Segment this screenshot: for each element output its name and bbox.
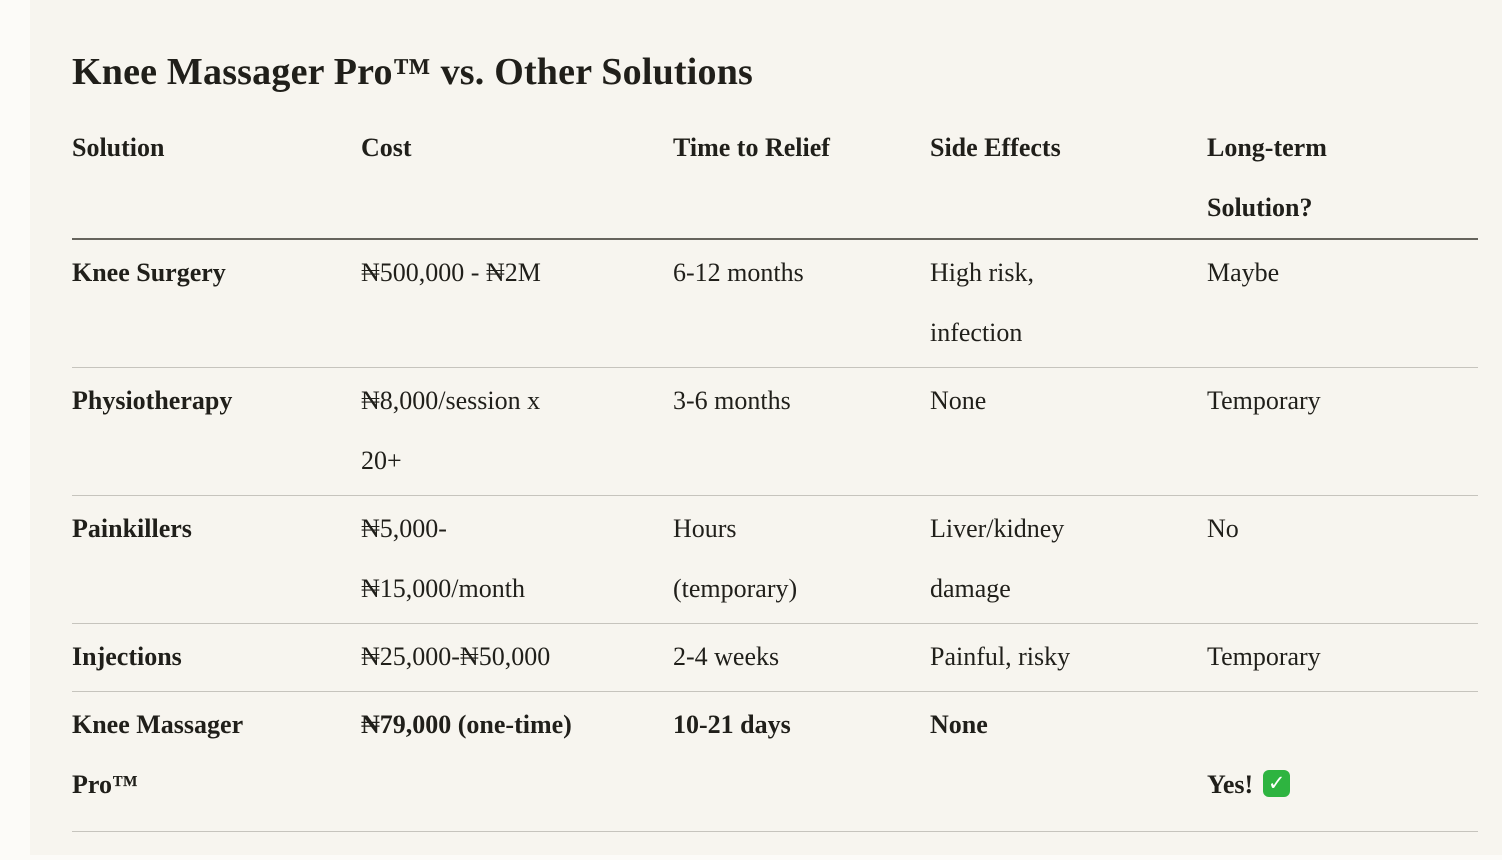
column-header-time: Time to Relief [673,118,930,240]
column-header-side-effects: Side Effects [930,118,1207,240]
cell-time: 10-21 days [673,691,930,832]
column-header-solution: Solution [72,118,361,240]
long-term-yes: Yes! [1207,770,1291,799]
table-row-knee-surgery: Knee Surgery ₦500,000 - ₦2M 6-12 months … [72,239,1478,368]
check-mark-icon [1263,770,1291,797]
page-title: Knee Massager Pro™ vs. Other Solutions [72,51,754,93]
cell-time: Hours (temporary) [673,495,930,624]
comparison-table: Solution Cost Time to Relief Side Effect… [72,118,1478,832]
yes-label: Yes! [1207,770,1254,799]
page-background: Knee Massager Pro™ vs. Other Solutions S… [30,0,1502,855]
table-row-injections: Injections ₦25,000-₦50,000 2-4 weeks Pai… [72,623,1478,692]
cell-long-term: Yes! [1207,691,1478,832]
header-row: Solution Cost Time to Relief Side Effect… [72,118,1478,240]
cell-cost: ₦8,000/session x 20+ [361,367,673,496]
cell-time: 2-4 weeks [673,623,930,692]
column-header-long-term: Long-term Solution? [1207,118,1478,240]
cell-solution: Physiotherapy [72,367,361,496]
cell-long-term: Temporary [1207,623,1478,692]
table-row-physiotherapy: Physiotherapy ₦8,000/session x 20+ 3-6 m… [72,367,1478,496]
cell-long-term: Temporary [1207,367,1478,496]
content-area: Knee Massager Pro™ vs. Other Solutions S… [30,0,1502,832]
cell-side-effects: None [930,367,1207,496]
cell-side-effects: None [930,691,1207,832]
column-header-cost: Cost [361,118,673,240]
cell-cost: ₦25,000-₦50,000 [361,623,673,692]
cell-cost: ₦5,000- ₦15,000/month [361,495,673,624]
cell-time: 3-6 months [673,367,930,496]
cell-long-term: No [1207,495,1478,624]
cell-side-effects: Painful, risky [930,623,1207,692]
cell-solution: Painkillers [72,495,361,624]
cell-long-term: Maybe [1207,239,1478,368]
cell-side-effects: Liver/kidney damage [930,495,1207,624]
table-row-painkillers: Painkillers ₦5,000- ₦15,000/month Hours … [72,495,1478,624]
cell-cost: ₦500,000 - ₦2M [361,239,673,368]
cell-time: 6-12 months [673,239,930,368]
cell-side-effects: High risk, infection [930,239,1207,368]
cell-solution: Knee Massager Pro™ [72,691,361,832]
cell-solution: Knee Surgery [72,239,361,368]
cell-cost: ₦79,000 (one-time) [361,691,673,832]
table-row-knee-massager-pro: Knee Massager Pro™ ₦79,000 (one-time) 10… [72,691,1478,832]
cell-solution: Injections [72,623,361,692]
